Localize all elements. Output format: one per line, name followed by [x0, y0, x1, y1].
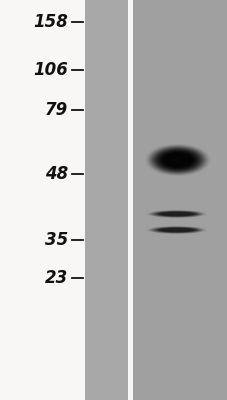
Text: 158: 158 — [33, 13, 68, 31]
Ellipse shape — [160, 152, 194, 168]
Ellipse shape — [155, 228, 196, 232]
Ellipse shape — [159, 151, 195, 169]
Ellipse shape — [148, 146, 206, 174]
Ellipse shape — [148, 226, 204, 234]
Text: 106: 106 — [33, 61, 68, 79]
Ellipse shape — [162, 152, 192, 168]
Text: 48: 48 — [45, 165, 68, 183]
Ellipse shape — [158, 228, 194, 232]
Ellipse shape — [146, 144, 208, 176]
Ellipse shape — [148, 210, 204, 218]
Ellipse shape — [154, 227, 198, 233]
Ellipse shape — [155, 149, 199, 171]
Text: 23: 23 — [45, 269, 68, 287]
Ellipse shape — [154, 148, 200, 172]
Text: 79: 79 — [45, 101, 68, 119]
Ellipse shape — [159, 212, 192, 216]
Ellipse shape — [154, 211, 198, 217]
Ellipse shape — [152, 148, 202, 172]
Ellipse shape — [151, 147, 203, 173]
Ellipse shape — [165, 154, 189, 166]
Ellipse shape — [156, 150, 198, 170]
Bar — [133, 0, 227, 400]
Ellipse shape — [152, 227, 200, 233]
Ellipse shape — [158, 150, 197, 170]
Ellipse shape — [162, 152, 192, 168]
Ellipse shape — [159, 228, 192, 232]
Text: 35: 35 — [45, 231, 68, 249]
Ellipse shape — [146, 210, 206, 218]
Ellipse shape — [147, 145, 207, 175]
Ellipse shape — [161, 212, 190, 216]
Ellipse shape — [152, 211, 200, 217]
Ellipse shape — [163, 153, 191, 167]
Ellipse shape — [161, 228, 190, 232]
Ellipse shape — [150, 146, 205, 174]
Ellipse shape — [158, 212, 194, 216]
Ellipse shape — [164, 154, 190, 166]
Ellipse shape — [157, 228, 195, 232]
Ellipse shape — [150, 210, 202, 218]
Ellipse shape — [146, 226, 206, 234]
Bar — [85, 0, 127, 400]
Ellipse shape — [150, 226, 202, 234]
Ellipse shape — [157, 212, 195, 216]
Ellipse shape — [155, 212, 196, 216]
